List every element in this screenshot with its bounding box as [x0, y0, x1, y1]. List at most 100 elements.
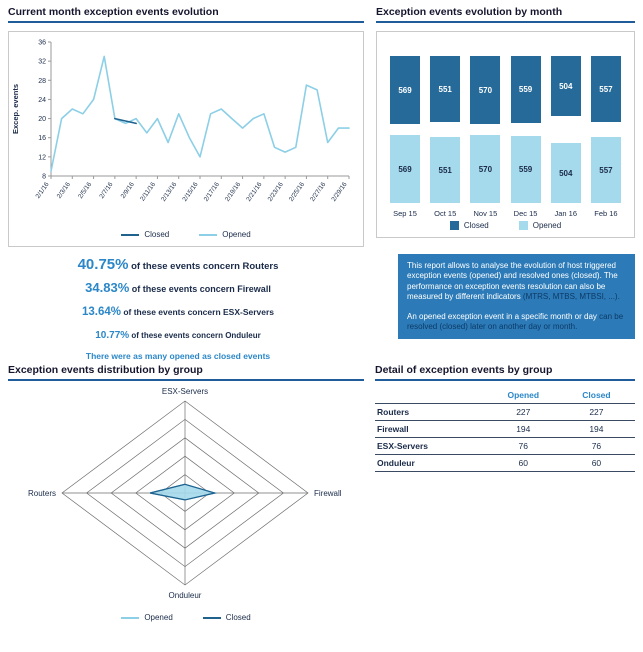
header-opened: Opened	[507, 390, 540, 400]
bar-chart-title: Exception events evolution by month	[376, 6, 635, 23]
bar-slot: 570	[470, 135, 501, 203]
svg-text:2/3/16: 2/3/16	[56, 181, 72, 200]
info-text: This report allows to analyse the evolut…	[407, 261, 618, 302]
closed-bar: 569	[390, 56, 420, 124]
svg-text:8: 8	[42, 174, 46, 181]
radar-title: Exception events distribution by group	[8, 364, 364, 381]
svg-text:2/1/16: 2/1/16	[35, 181, 51, 200]
row-opened-value: 227	[516, 407, 531, 417]
stat-routers: 40.75% of these events concern Routers	[8, 256, 348, 274]
bar-slot: 569	[390, 56, 420, 124]
row-opened-value: 60	[518, 458, 529, 468]
legend-item-closed: Closed	[449, 221, 489, 230]
svg-text:32: 32	[38, 59, 46, 66]
svg-text:2/27/16: 2/27/16	[309, 181, 327, 203]
svg-text:ESX-Servers: ESX-Servers	[162, 387, 208, 396]
opened-bar-swatch	[518, 221, 528, 230]
svg-text:2/9/16: 2/9/16	[120, 181, 136, 200]
legend-label: Opened	[532, 221, 562, 230]
legend-item-opened: Opened	[199, 230, 251, 239]
row-group-name: Firewall	[377, 424, 409, 434]
legend-label: Opened	[222, 230, 251, 239]
table-row: Routers 227 227	[375, 403, 635, 420]
table-row: Firewall 194 194	[375, 420, 635, 437]
bar-category-label: Sep 15	[393, 209, 417, 218]
bar-slot: 504	[550, 135, 581, 203]
svg-text:28: 28	[38, 78, 46, 85]
stat-percentage: 13.64%	[81, 306, 121, 318]
info-text: An opened exception event in a specific …	[407, 311, 600, 321]
line-chart-title: Current month exception events evolution	[8, 6, 364, 23]
svg-text:2/25/16: 2/25/16	[288, 181, 306, 203]
svg-text:Excep. events: Excep. events	[11, 84, 20, 134]
svg-text:2/15/16: 2/15/16	[181, 181, 199, 203]
svg-text:2/21/16: 2/21/16	[245, 181, 263, 203]
panel-line-chart: Current month exception events evolution…	[8, 6, 364, 247]
row-group-name: Routers	[377, 407, 410, 417]
closed-bar-swatch	[449, 221, 459, 230]
svg-text:16: 16	[38, 135, 46, 142]
info-paragraph-1: This report allows to analyse the evolut…	[407, 261, 626, 303]
header-closed: Closed	[582, 390, 611, 400]
stat-percentage: 34.83%	[85, 280, 130, 295]
legend-label: Closed	[225, 613, 251, 622]
legend-label: Closed	[463, 221, 489, 230]
svg-text:2/5/16: 2/5/16	[77, 181, 93, 200]
stat-firewall: 34.83% of these events concern Firewall	[8, 279, 348, 297]
line-chart-box: 8 12 16 20 24 28 32 36 2/1/16 2/3/16 2/5/16 2/7/16 2…	[8, 31, 364, 247]
radar-svg: ESX-Servers Firewall Onduleur Routers	[28, 387, 342, 600]
legend-item-opened: Opened	[518, 221, 562, 230]
svg-text:36: 36	[38, 40, 46, 47]
row-closed-value: 76	[591, 441, 602, 451]
svg-text:Onduleur: Onduleur	[169, 591, 202, 600]
bar-slot: 551	[430, 56, 461, 124]
info-box: This report allows to analyse the evolut…	[398, 254, 635, 340]
row-opened-value: 194	[516, 424, 531, 434]
table-title: Detail of exception events by group	[375, 364, 635, 381]
info-text-indicators: (MTRS, MTBS, MTBSI, ...).	[522, 292, 620, 302]
svg-text:Firewall: Firewall	[314, 489, 342, 498]
bar-slot: 569	[390, 135, 420, 203]
closed-bar: 559	[510, 56, 541, 123]
legend-label: Opened	[144, 613, 173, 622]
row-opened-value: 76	[518, 441, 529, 451]
opened-bar: 559	[510, 136, 541, 203]
svg-text:12: 12	[38, 154, 46, 161]
row-group-name: ESX-Servers	[377, 441, 429, 451]
info-paragraph-2: An opened exception event in a specific …	[407, 312, 626, 333]
closed-line-swatch	[202, 616, 221, 619]
stat-text: of these events concern Firewall	[129, 284, 271, 294]
line-chart-legend: Closed Opened	[9, 227, 363, 246]
svg-text:2/13/16: 2/13/16	[160, 181, 178, 203]
panel-radar: Exception events distribution by group E…	[8, 364, 364, 629]
stat-esx-servers: 13.64% of these events concern ESX-Serve…	[8, 302, 348, 320]
row-closed-value: 227	[589, 407, 604, 417]
bar-column: 569 569 Sep 15	[389, 56, 421, 218]
bar-slot: 551	[430, 135, 461, 203]
line-chart-svg: 8 12 16 20 24 28 32 36 2/1/16 2/3/16 2/5/16 2/7/16 2…	[11, 40, 350, 203]
stat-text: of these events concern ESX-Servers	[120, 307, 275, 317]
bar-chart-legend: Closed Opened	[377, 218, 634, 237]
bar-chart-columns: 569 569 Sep 15 551 551 Oct 15 570 570 Nov 15 559 5…	[377, 32, 634, 218]
legend-item-opened: Opened	[121, 613, 173, 622]
stat-onduleur: 10.77% of these events concern Onduleur	[8, 325, 348, 343]
svg-text:2/29/16: 2/29/16	[330, 181, 348, 203]
svg-text:2/23/16: 2/23/16	[267, 181, 285, 203]
stat-percentage: 10.77%	[95, 330, 130, 341]
opened-line-swatch	[121, 616, 140, 619]
bar-category-label: Feb 16	[594, 209, 618, 218]
stat-percentage: 40.75%	[77, 256, 129, 273]
opened-bar: 569	[390, 135, 420, 203]
bar-slot: 557	[590, 56, 621, 124]
bar-slot: 559	[510, 56, 541, 124]
opened-bar: 504	[550, 143, 581, 203]
closed-line-swatch	[121, 233, 140, 236]
bar-category-label: Nov 15	[473, 209, 498, 218]
svg-text:20: 20	[38, 116, 46, 123]
legend-item-closed: Closed	[121, 230, 169, 239]
bar-column: 504 504 Jan 16	[550, 56, 582, 218]
stat-text: of these events concern Routers	[128, 261, 279, 272]
bar-chart-box: 569 569 Sep 15 551 551 Oct 15 570 570 Nov 15 559 5…	[376, 31, 635, 238]
bar-slot: 559	[510, 135, 541, 203]
stat-text: of these events concern Onduleur	[129, 331, 261, 340]
